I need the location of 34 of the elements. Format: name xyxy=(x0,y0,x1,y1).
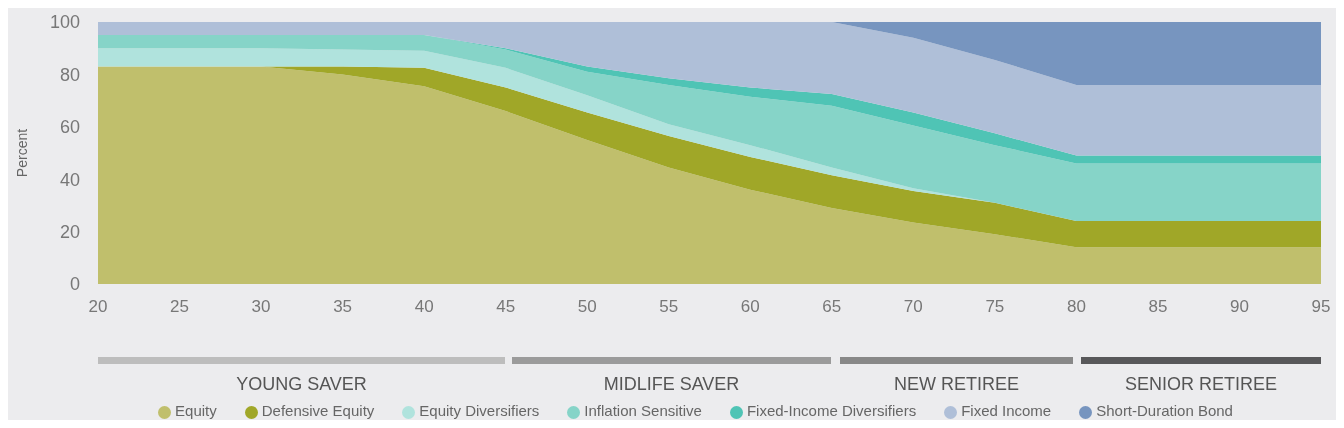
text: YOUNG SAVER xyxy=(235,374,368,395)
x-tick-label: 35 xyxy=(333,297,353,317)
y-tick-label: 100 xyxy=(49,12,80,33)
x-tick-label: 95 xyxy=(1311,297,1331,317)
x-tick-label: 40 xyxy=(414,297,434,317)
legend-label: Equity Diversifiers xyxy=(419,402,540,419)
y-tick-label: 60 xyxy=(59,117,80,138)
x-tick-label: 90 xyxy=(1230,297,1249,317)
x-tick-label: 75 xyxy=(985,297,1005,317)
x-tick-label: 30 xyxy=(251,297,271,317)
legend-label: Equity xyxy=(175,402,217,419)
text: SENIOR RETIREE xyxy=(1124,374,1278,395)
x-tick-label: 70 xyxy=(903,297,923,317)
text: MIDLIFE SAVER xyxy=(602,374,741,395)
y-tick-label: 20 xyxy=(59,221,80,242)
x-tick-label: 60 xyxy=(740,297,760,317)
x-tick-label: 50 xyxy=(577,297,597,317)
legend-label: Defensive Equity xyxy=(261,402,375,419)
text: NEW RETIREE xyxy=(893,374,1020,395)
legend-label: Fixed Income xyxy=(961,402,1052,419)
y-tick-label: 80 xyxy=(59,64,80,85)
legend-label: Short-Duration Bond xyxy=(1096,402,1233,419)
x-tick-label: 65 xyxy=(822,297,842,317)
x-tick-label: 80 xyxy=(1066,297,1086,317)
x-tick-label: 20 xyxy=(88,297,108,317)
y-tick-label: 0 xyxy=(69,274,80,295)
x-tick-label: 55 xyxy=(659,297,679,317)
legend-label: Fixed-Income Diversifiers xyxy=(746,402,917,419)
x-tick-label: 85 xyxy=(1148,297,1168,317)
y-tick-label: 40 xyxy=(59,169,80,190)
x-tick-label: 25 xyxy=(170,297,189,317)
legend-label: Inflation Sensitive xyxy=(584,402,702,419)
x-tick-label: 45 xyxy=(496,297,516,317)
y-axis-title: Percent xyxy=(13,128,30,178)
